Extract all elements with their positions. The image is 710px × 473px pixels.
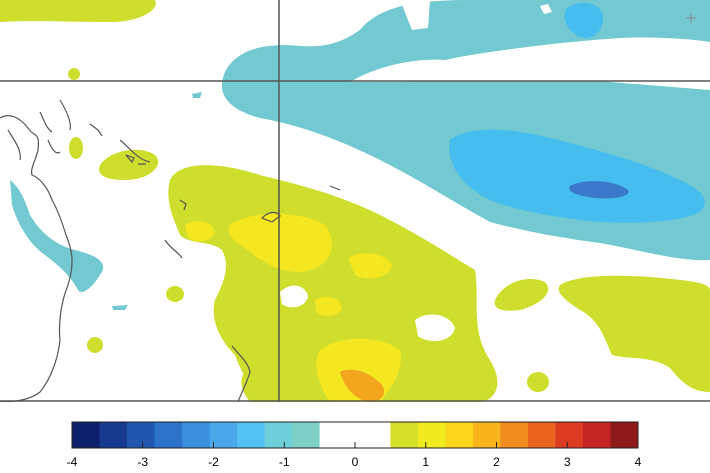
colorbar-segment (99, 422, 128, 448)
positive-anomaly-patch (348, 253, 392, 279)
negative-anomaly-coastal (10, 180, 104, 293)
colorbar-segment (264, 422, 293, 448)
colorbar-segment (555, 422, 584, 448)
colorbar-segment (182, 422, 211, 448)
negative-anomaly-core (449, 129, 705, 223)
colorbar-segment (127, 422, 156, 448)
colorbar-canvas (71, 421, 639, 449)
colorbar-segment (500, 422, 529, 448)
positive-anomaly-blob (558, 275, 710, 392)
positive-anomaly-dot (69, 137, 83, 159)
colorbar-segment (445, 422, 474, 448)
colorbar-tick-label: -3 (137, 455, 149, 469)
colorbar (0, 402, 710, 473)
white-gap (350, 37, 710, 82)
colorbar-tick-label: 2 (493, 455, 500, 469)
colorbar-tick-label: 1 (422, 455, 430, 469)
colorbar-segment (582, 422, 611, 448)
negative-anomaly-spot (192, 92, 202, 98)
coastline-australia (0, 115, 73, 402)
coastline-islands (59, 99, 341, 402)
positive-anomaly-blob (241, 368, 289, 402)
colorbar-segment (610, 422, 639, 448)
colorbar-segment (209, 422, 238, 448)
positive-anomaly-dot (68, 68, 80, 80)
crosshair-icon (686, 13, 696, 23)
negative-anomaly-core-top (564, 2, 604, 38)
colorbar-segment (72, 422, 101, 448)
colorbar-segment (237, 422, 266, 448)
hole (400, 0, 430, 30)
coastline-australia-detail (7, 111, 61, 161)
positive-anomaly-patch (315, 296, 342, 317)
colorbar-segment (154, 422, 183, 448)
positive-anomaly-dot (87, 337, 103, 353)
negative-anomaly-spot (390, 114, 396, 120)
positive-anomaly-patch (185, 220, 215, 242)
colorbar-segment (390, 422, 419, 448)
negative-anomaly-peak (569, 181, 629, 199)
positive-anomaly-patch (340, 369, 385, 402)
colorbar-tick-label: 0 (351, 455, 359, 469)
hole (280, 285, 308, 308)
hole (540, 4, 552, 14)
positive-anomaly-dot (527, 372, 549, 392)
positive-anomaly-blob (0, 0, 156, 22)
colorbar-tick-label: -4 (66, 455, 78, 469)
positive-anomaly-dot (166, 286, 184, 302)
positive-anomaly-blob (494, 279, 549, 311)
hole (415, 314, 455, 342)
colorbar-tick-label: 4 (634, 455, 642, 469)
colorbar-tick-label: -2 (208, 455, 219, 469)
colorbar-tick-label: -1 (278, 455, 290, 469)
map-canvas (0, 0, 710, 402)
colorbar-segment (527, 422, 556, 448)
white-gap-2 (445, 66, 710, 90)
positive-anomaly-blob (99, 149, 159, 180)
colorbar-segment (417, 422, 446, 448)
colorbar-segment (292, 422, 321, 448)
positive-anomaly-patch (228, 213, 332, 272)
colorbar-tick-label: 3 (563, 455, 571, 469)
anomaly-map (0, 0, 710, 402)
negative-anomaly-spot (112, 305, 128, 310)
